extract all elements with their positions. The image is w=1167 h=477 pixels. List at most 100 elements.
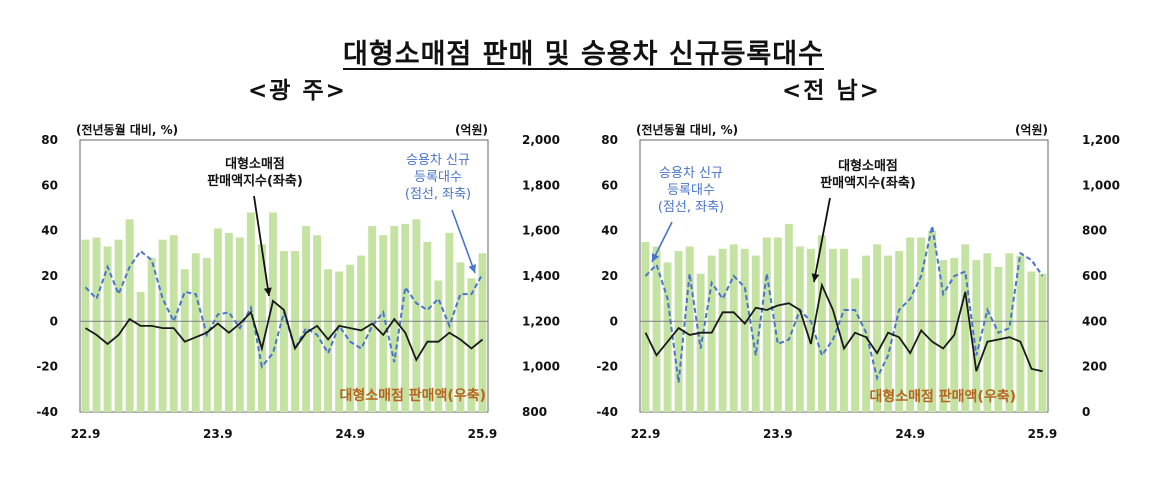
right-tick-label: 1,800: [522, 178, 560, 192]
sales-bar: [674, 251, 683, 412]
sales-bar: [114, 239, 123, 412]
sales-index-annotation: 판매액지수(좌축): [207, 173, 303, 189]
right-tick-label: 1,000: [522, 360, 560, 374]
sales-bar: [1038, 273, 1047, 412]
sales-index-line: [644, 282, 1043, 373]
x-tick-label: 23.9: [763, 427, 793, 441]
sales-bar: [961, 244, 970, 412]
right-unit-label: (억원): [455, 123, 488, 137]
sales-bar: [269, 212, 277, 412]
car-registration-annotation: 등록대수: [667, 183, 715, 198]
left-tick-label: 80: [41, 133, 58, 147]
right-tick-label: 800: [1082, 224, 1107, 238]
sales-bar: [258, 244, 266, 412]
right-tick-label: 0: [1082, 405, 1090, 419]
car-registration-annotation: 등록대수: [414, 170, 462, 185]
sales-index-line: [85, 299, 484, 362]
x-tick-label: 23.9: [203, 427, 233, 441]
sales-bar: [158, 239, 167, 412]
left-tick-label: 20: [41, 269, 58, 283]
sales-bar: [663, 262, 672, 412]
sales-bar: [707, 255, 716, 412]
chart-jeonnam: 806040200-20-401,2001,000800600400200022…: [596, 122, 1120, 441]
left-tick-label: -20: [596, 360, 618, 374]
left-tick-label: 60: [41, 178, 58, 192]
car-registration-arrow: [451, 209, 476, 274]
sales-bar: [313, 235, 321, 412]
sales-bar-annotation: 대형소매점 판매액(우축): [870, 388, 1016, 405]
car-registration-annotation: (점선, 좌축): [658, 200, 724, 215]
sales-bar: [1027, 271, 1036, 412]
x-tick-label: 25.9: [468, 427, 498, 441]
car-registration-annotation: (점선, 좌축): [405, 187, 471, 202]
sales-bar: [213, 228, 222, 412]
sales-index-arrowhead: [811, 273, 820, 282]
left-tick-label: 20: [601, 269, 618, 283]
right-tick-label: 2,000: [522, 133, 560, 147]
sales-bar: [685, 246, 694, 412]
sales-bar: [147, 257, 156, 412]
region-title-gwangju: <광 주>: [248, 78, 347, 104]
sales-bar: [368, 226, 377, 412]
sales-bar: [103, 246, 112, 412]
sales-bar: [136, 291, 145, 412]
sales-bar: [92, 237, 101, 412]
sales-bar: [972, 260, 981, 412]
sales-bar: [401, 223, 410, 412]
sales-bar: [125, 219, 134, 412]
sales-bar: [718, 248, 727, 412]
sales-bar: [762, 237, 771, 412]
x-tick-label: 24.9: [335, 427, 365, 441]
sales-bar: [1005, 253, 1014, 412]
sales-bar: [224, 232, 233, 412]
sales-bar: [795, 246, 804, 412]
sales-bar: [652, 246, 661, 412]
left-unit-label: (전년동월 대비, %): [636, 122, 738, 137]
sales-bar: [806, 248, 815, 412]
sales-index-annotation: 판매액지수(좌축): [820, 175, 916, 191]
right-tick-label: 1,200: [522, 314, 560, 328]
chart-gwangju: 80 60 40 20 0 -20 -40 2,000 1,800 1,600 1,400 1,200…: [36, 122, 560, 441]
x-tick-label: 22.9: [71, 427, 101, 441]
sales-bar: [784, 223, 793, 412]
sales-bar: [302, 226, 310, 412]
sales-bar: [840, 248, 848, 412]
right-tick-label: 1,200: [1082, 133, 1120, 147]
sales-bar: [773, 237, 782, 412]
sales-bar: [169, 235, 178, 412]
region-title-jeonnam: <전 남>: [782, 78, 881, 104]
right-tick-label: 1,600: [522, 224, 560, 238]
sales-bar: [1016, 255, 1025, 412]
sales-index-arrow: [813, 197, 831, 283]
sales-index-arrowhead: [263, 287, 272, 296]
sales-bar: [873, 244, 881, 412]
sales-bar: [939, 260, 948, 412]
x-tick-label: 22.9: [631, 427, 661, 441]
x-tick-label: 24.9: [895, 427, 925, 441]
left-unit-label: (전년동월 대비, %): [76, 122, 178, 137]
sales-bar: [346, 264, 355, 412]
sales-bar: [917, 237, 926, 412]
right-tick-label: 1,000: [1082, 178, 1120, 192]
sales-bar: [478, 253, 487, 412]
sales-bar: [434, 280, 443, 412]
left-tick-label: 60: [601, 178, 618, 192]
bar-series: [641, 223, 1047, 412]
sales-bar: [983, 253, 992, 412]
sales-bar: [379, 235, 388, 412]
right-tick-label: 800: [522, 405, 547, 419]
sales-bar: [740, 248, 749, 412]
left-tick-label: 0: [610, 314, 618, 328]
sales-bar: [412, 219, 421, 412]
car-registration-annotation: 승용차 신규: [406, 153, 470, 168]
right-unit-label: (억원): [1015, 123, 1048, 137]
sales-bar: [280, 251, 288, 412]
right-tick-label: 400: [1082, 314, 1107, 328]
sales-bar: [191, 253, 200, 412]
right-tick-label: 200: [1082, 360, 1107, 374]
sales-bar: [445, 232, 454, 412]
sales-index-annotation: 대형소매점: [838, 158, 898, 174]
car-registration-annotation: 승용차 신규: [659, 166, 723, 181]
sales-bar: [751, 255, 760, 412]
page-title: 대형소매점 판매 및 승용차 신규등록대수: [343, 39, 824, 70]
